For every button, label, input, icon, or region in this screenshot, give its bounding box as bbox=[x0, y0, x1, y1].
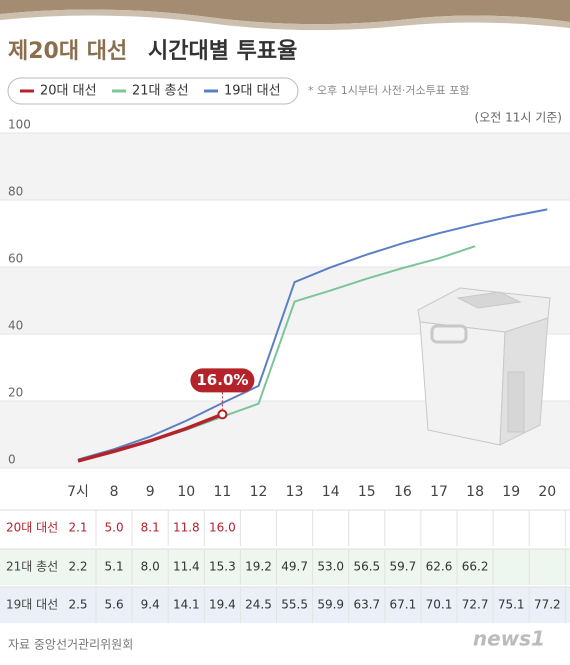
table-value: 49.7 bbox=[281, 560, 308, 574]
y-tick-label: 20 bbox=[8, 386, 23, 400]
table-row bbox=[0, 587, 570, 623]
table-value: 5.0 bbox=[105, 521, 124, 535]
row-label: 19대 대선 bbox=[6, 598, 58, 612]
table-value: 2.1 bbox=[68, 521, 87, 535]
x-tick-label: 15 bbox=[358, 484, 376, 500]
x-tick-label: 7시 bbox=[67, 484, 89, 500]
table-value: 8.1 bbox=[141, 521, 160, 535]
source: 자료 중앙선거관리위원회 bbox=[8, 638, 133, 652]
y-tick-label: 80 bbox=[8, 185, 23, 199]
table-value: 5.1 bbox=[105, 560, 124, 574]
table-value: 63.7 bbox=[353, 598, 380, 612]
x-tick-label: 10 bbox=[177, 484, 195, 500]
series-line bbox=[77, 208, 548, 461]
ballot-box bbox=[417, 287, 551, 446]
top-band-light bbox=[0, 9, 570, 31]
legend-box bbox=[7, 77, 299, 105]
title: 시간대별 투표율 bbox=[148, 39, 297, 64]
table-value: 11.4 bbox=[173, 560, 200, 574]
annotation-badge bbox=[190, 368, 255, 393]
x-tick-label: 17 bbox=[430, 484, 448, 500]
legend-label: 20대 대선 bbox=[40, 84, 97, 99]
grid-band bbox=[0, 200, 570, 267]
table-value: 56.5 bbox=[353, 560, 380, 574]
table-value: 77.2 bbox=[534, 598, 561, 612]
table-value: 11.8 bbox=[173, 521, 200, 535]
legend-label: 19대 대선 bbox=[224, 84, 281, 99]
table-value: 75.1 bbox=[498, 598, 525, 612]
annotation-label: 16.0% bbox=[196, 371, 248, 389]
legend-label: 21대 총선 bbox=[132, 84, 189, 99]
y-tick-label: 60 bbox=[8, 252, 23, 266]
table-row bbox=[0, 510, 570, 546]
logo: news1 bbox=[473, 627, 545, 651]
table-value: 72.7 bbox=[462, 598, 489, 612]
grid-band bbox=[0, 133, 570, 200]
y-tick-label: 100 bbox=[8, 118, 31, 132]
title-highlight: 제20대 대선 bbox=[8, 39, 127, 64]
annotation-point bbox=[217, 409, 228, 420]
subtitle: (오전 11시 기준) bbox=[475, 111, 562, 125]
table-value: 8.0 bbox=[141, 560, 160, 574]
x-tick-label: 12 bbox=[250, 484, 268, 500]
y-tick-label: 0 bbox=[8, 453, 16, 467]
table-value: 66.2 bbox=[462, 560, 489, 574]
table-value: 55.5 bbox=[281, 598, 308, 612]
y-tick-label: 40 bbox=[8, 319, 23, 333]
x-tick-label: 14 bbox=[322, 484, 340, 500]
table-value: 16.0 bbox=[209, 521, 236, 535]
row-label: 20대 대선 bbox=[6, 521, 58, 535]
x-tick-label: 13 bbox=[286, 484, 304, 500]
table-value: 15.3 bbox=[209, 560, 236, 574]
table-value: 19.2 bbox=[245, 560, 272, 574]
table-value: 59.7 bbox=[390, 560, 417, 574]
x-tick-label: 20 bbox=[538, 484, 556, 500]
x-tick-label: 8 bbox=[110, 484, 119, 500]
table-value: 2.2 bbox=[68, 560, 87, 574]
table-value: 14.1 bbox=[173, 598, 200, 612]
x-tick-label: 16 bbox=[394, 484, 412, 500]
x-tick-label: 9 bbox=[146, 484, 155, 500]
x-tick-label: 11 bbox=[213, 484, 231, 500]
table-value: 59.9 bbox=[317, 598, 344, 612]
x-tick-label: 19 bbox=[502, 484, 520, 500]
series-line bbox=[77, 412, 224, 463]
top-band bbox=[0, 0, 570, 25]
table-value: 24.5 bbox=[245, 598, 272, 612]
row-label: 21대 총선 bbox=[6, 560, 58, 574]
table-value: 67.1 bbox=[390, 598, 417, 612]
note: * 오후 1시부터 사전·거소투표 포함 bbox=[308, 84, 470, 97]
table-value: 19.4 bbox=[209, 598, 236, 612]
table-value: 53.0 bbox=[317, 560, 344, 574]
table-value: 62.6 bbox=[426, 560, 453, 574]
table-value: 5.6 bbox=[105, 598, 124, 612]
table-value: 9.4 bbox=[141, 598, 160, 612]
x-tick-label: 18 bbox=[466, 484, 484, 500]
table-value: 70.1 bbox=[426, 598, 453, 612]
table-value: 2.5 bbox=[68, 598, 87, 612]
table-row bbox=[0, 549, 570, 585]
